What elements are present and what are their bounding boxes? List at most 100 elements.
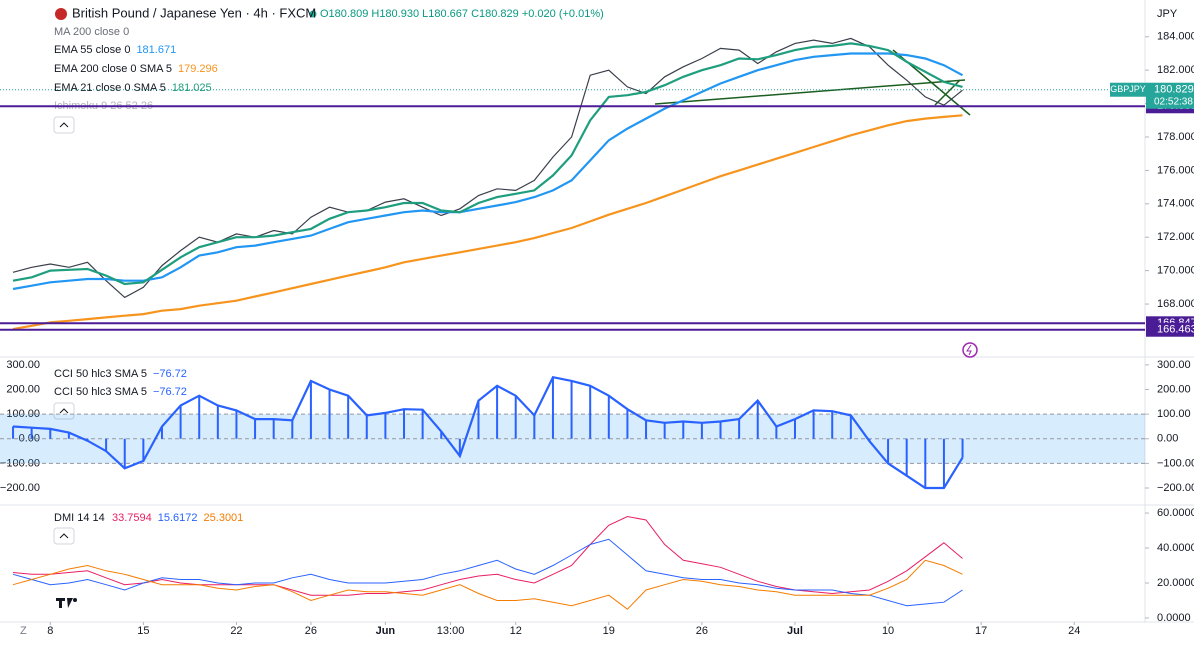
- y-tick-label: 174.000: [1157, 198, 1194, 210]
- ohlc: O180.809 H180.930 L180.667 C180.829 +0.0…: [320, 8, 604, 20]
- cci-bar: [589, 385, 592, 439]
- cci-bar: [365, 415, 368, 439]
- cci-bar: [12, 426, 15, 439]
- x-tick-label: Jul: [787, 625, 803, 637]
- cci-bar: [291, 420, 294, 439]
- trend-line[interactable]: [654, 79, 966, 105]
- cci-bar: [831, 411, 834, 439]
- cci-bar: [887, 438, 890, 464]
- cci-bar: [67, 432, 70, 439]
- market-status: [309, 10, 317, 18]
- cci-bar: [514, 395, 517, 439]
- legend-item: CCI 50 hlc3 SMA 5: [54, 368, 147, 380]
- y-tick-label: 300.00: [1157, 359, 1191, 371]
- cci-bar: [421, 409, 424, 439]
- cci-bar: [924, 438, 927, 489]
- cci-bar: [179, 405, 182, 439]
- legend-value: 15.6172: [158, 512, 198, 524]
- y-tick-label: 100.00: [1157, 408, 1191, 420]
- corner-label: Z: [20, 625, 27, 637]
- cci-bar: [961, 438, 964, 458]
- legend-value: −76.72: [153, 386, 187, 398]
- cci-bar: [812, 410, 815, 439]
- cci-bar: [272, 419, 275, 439]
- cci-bar: [645, 420, 648, 439]
- y-tick-label: 200.00: [6, 383, 40, 395]
- last-price-tag: [1146, 82, 1194, 109]
- price-line: [12, 37, 963, 299]
- cci-bar: [756, 400, 759, 439]
- y-tick-label: 20.0000: [1157, 577, 1194, 589]
- legend-item: EMA 21 close 0 SMA 5: [54, 82, 166, 94]
- y-tick-label: 0.00: [1157, 433, 1178, 445]
- cci-bar: [309, 380, 312, 439]
- y-tick-label: 60.0000: [1157, 507, 1194, 519]
- y-tick-label: 0.0000: [1157, 612, 1191, 624]
- cci-bar: [198, 395, 201, 439]
- symbol-icon: [55, 8, 67, 20]
- series-line: [12, 515, 963, 596]
- series-line: [12, 42, 963, 286]
- cci-bar: [738, 419, 741, 439]
- y-tick-label: 172.000: [1157, 231, 1194, 243]
- y-tick-label: −100.00: [0, 457, 40, 469]
- countdown: 02:52:38: [1154, 96, 1193, 107]
- series-line: [12, 538, 963, 607]
- cci-bar: [700, 422, 703, 439]
- x-tick-label: 12: [510, 625, 522, 637]
- cci-bar: [328, 389, 331, 439]
- legend-value: 33.7594: [112, 512, 152, 524]
- x-tick-label: 22: [230, 625, 242, 637]
- series-line: [12, 375, 964, 490]
- cci-bar: [663, 422, 666, 439]
- x-tick-label: 13:00: [437, 625, 465, 637]
- y-tick-label: 300.00: [6, 359, 40, 371]
- cci-bar: [160, 426, 163, 439]
- y-tick-label: −200.00: [0, 482, 40, 494]
- cci-bar: [849, 415, 852, 439]
- symbol-tag-label: GBPJPY: [1110, 84, 1146, 94]
- x-tick-label: 19: [603, 625, 615, 637]
- legend-value: 179.296: [178, 63, 218, 75]
- y-tick-label: 200.00: [1157, 383, 1191, 395]
- chart-title: British Pound / Japanese Yen · 4h · FXCM: [72, 5, 316, 20]
- cci-bar: [216, 405, 219, 439]
- x-tick-label: 8: [47, 625, 53, 637]
- cci-bar: [384, 412, 387, 439]
- cci-bar: [142, 438, 145, 461]
- x-tick-label: Jun: [376, 625, 396, 637]
- cci-bar: [905, 438, 908, 476]
- legend-value: 25.3001: [204, 512, 244, 524]
- cci-bar: [570, 380, 573, 439]
- cci-bar: [235, 410, 238, 439]
- currency: JPY: [1157, 8, 1178, 20]
- cci-bar: [477, 400, 480, 439]
- symbol-tag: [1110, 82, 1146, 97]
- collapse-button[interactable]: [53, 402, 75, 420]
- cci-bar: [49, 428, 52, 439]
- alert-icon[interactable]: [962, 342, 978, 358]
- series-line: [12, 52, 964, 291]
- cci-bar: [626, 409, 629, 439]
- y-tick-label: 182.000: [1157, 64, 1194, 76]
- cci-bar: [105, 438, 108, 452]
- x-tick-label: 26: [305, 625, 317, 637]
- cci-bar: [607, 395, 610, 439]
- price-tag-label: 166.463: [1157, 324, 1194, 336]
- cci-bar: [440, 431, 443, 439]
- y-tick-label: −200.00: [1157, 482, 1194, 494]
- cci-bar: [30, 427, 33, 439]
- collapse-button[interactable]: [53, 527, 75, 545]
- cci-bar: [123, 438, 126, 469]
- cci-bar: [496, 385, 499, 439]
- y-tick-label: 168.000: [1157, 298, 1194, 310]
- legend-item: CCI 50 hlc3 SMA 5: [54, 386, 147, 398]
- x-tick-label: 17: [975, 625, 987, 637]
- legend-value: 181.671: [136, 44, 176, 56]
- cci-bar: [254, 419, 257, 439]
- collapse-button[interactable]: [53, 116, 75, 134]
- price-tag: [1146, 322, 1194, 337]
- cci-bar: [533, 415, 536, 439]
- cci-bar: [551, 377, 554, 439]
